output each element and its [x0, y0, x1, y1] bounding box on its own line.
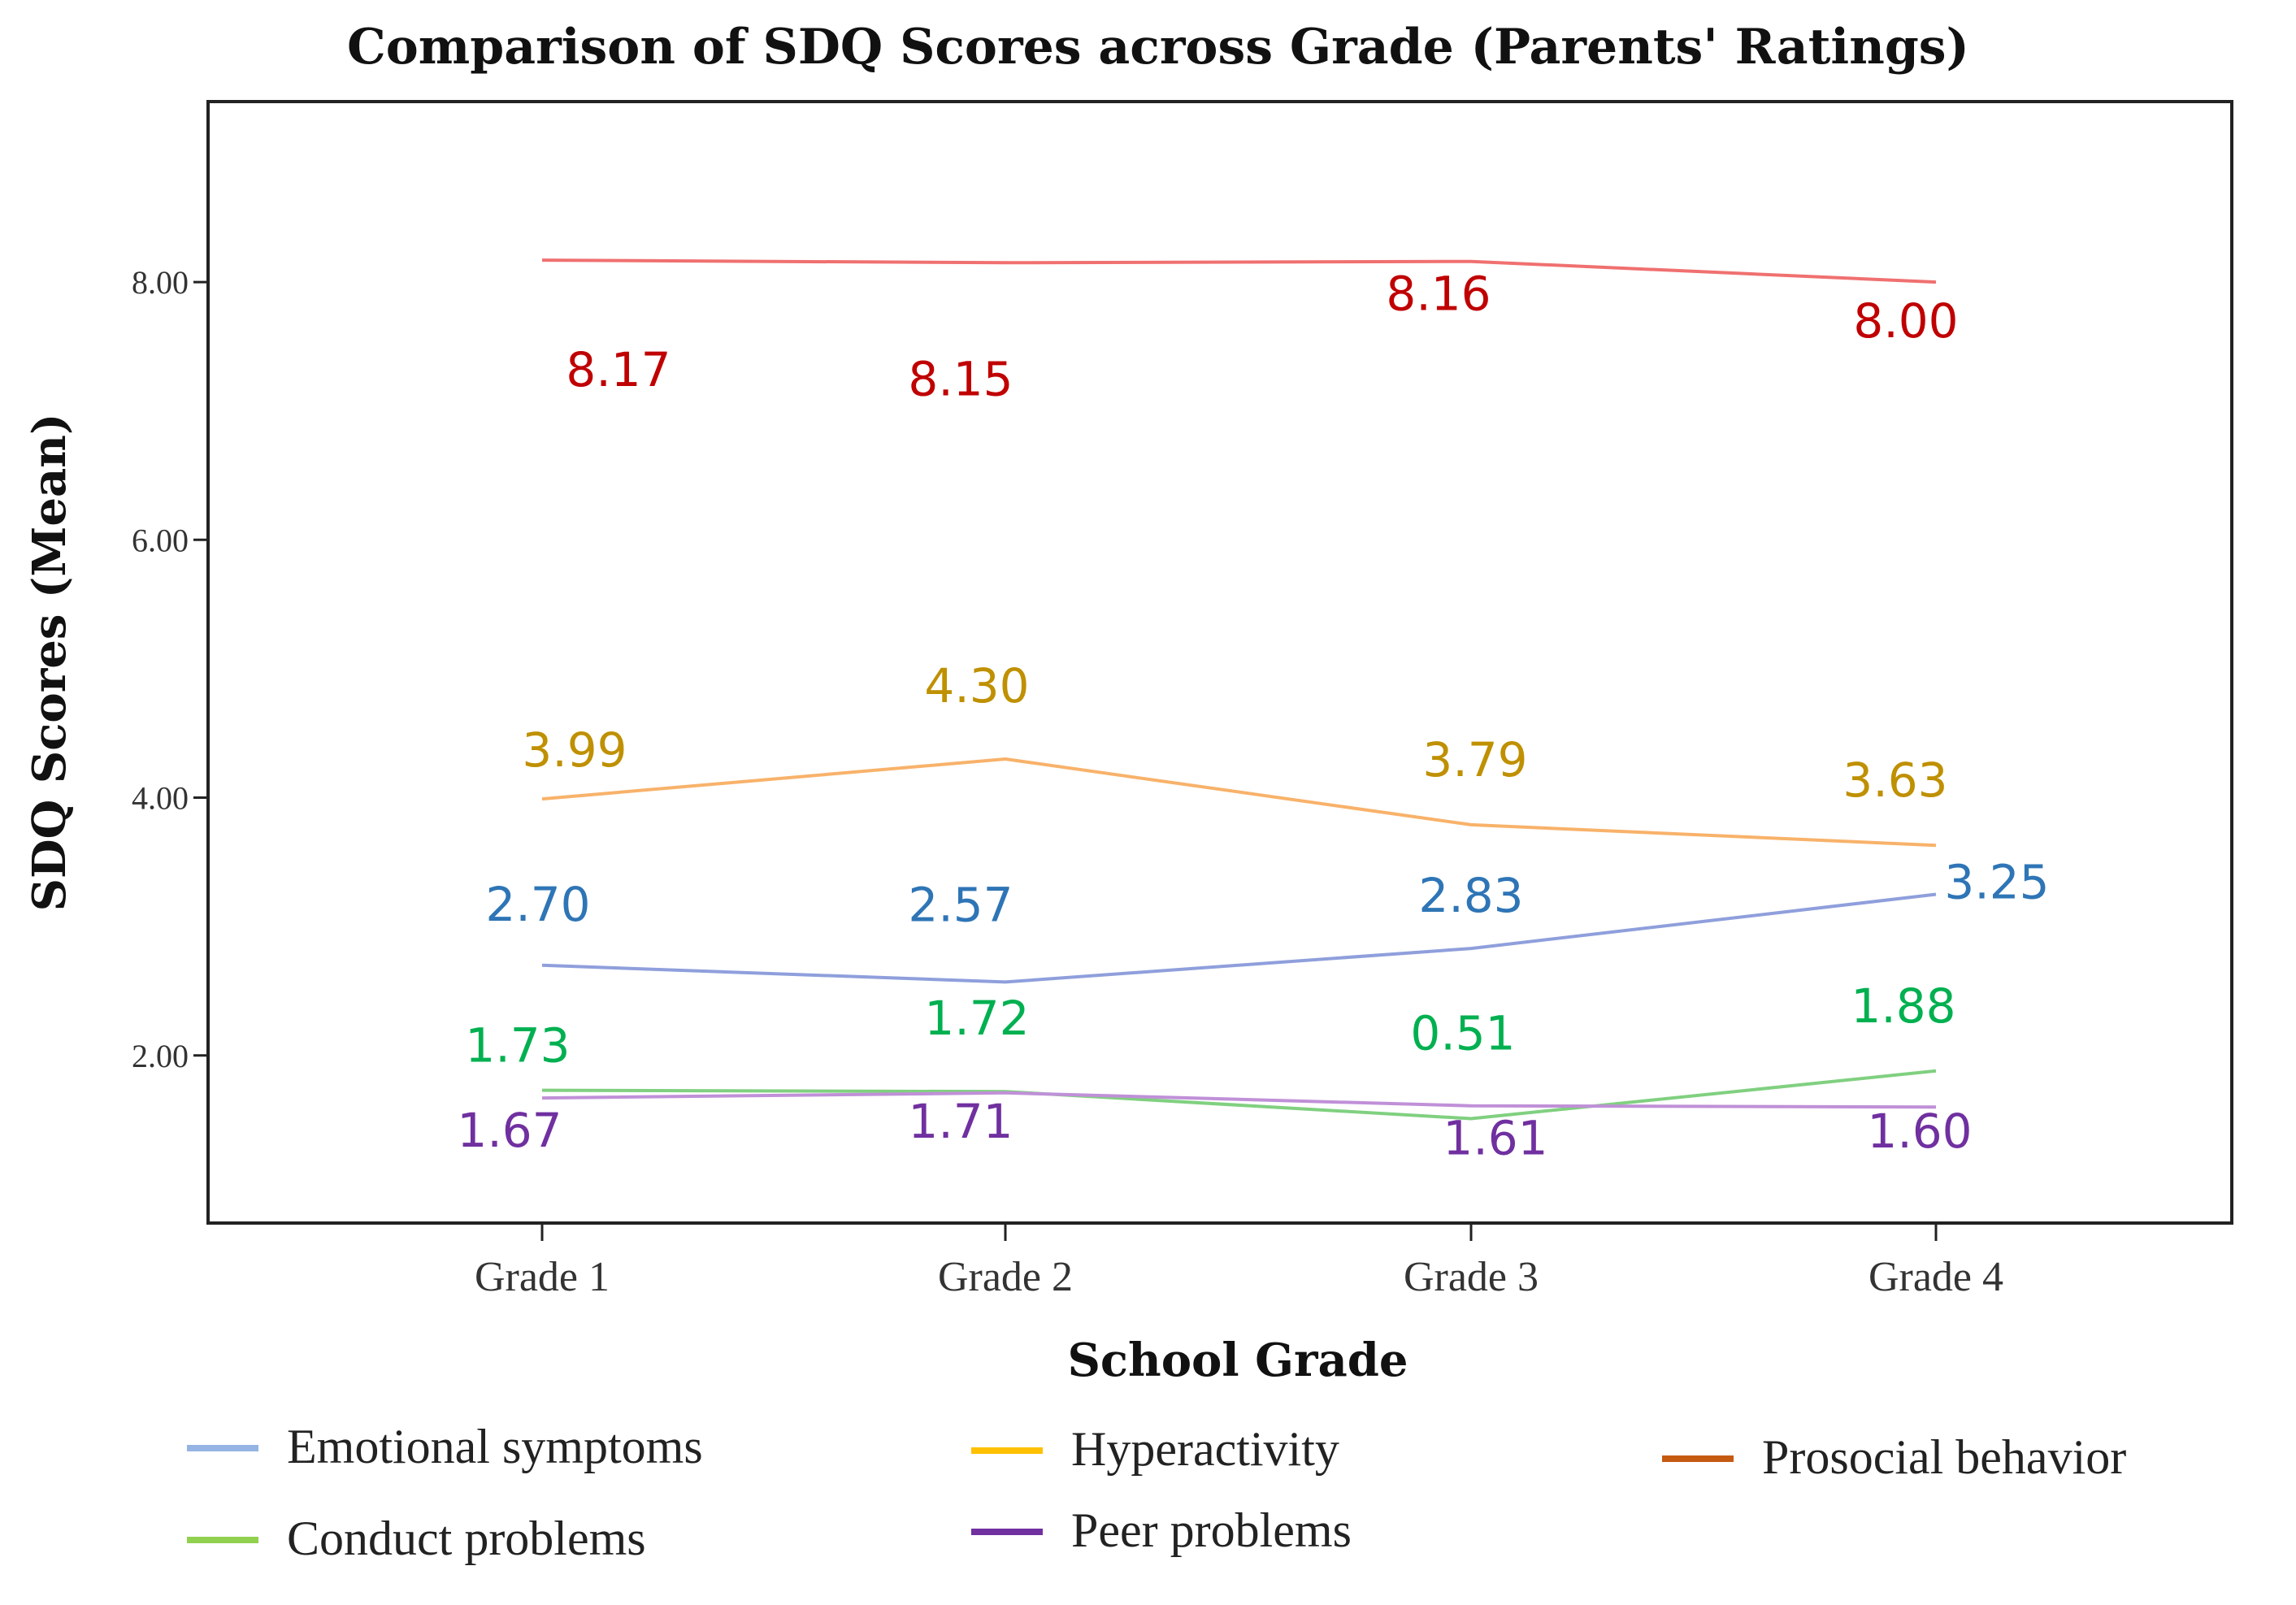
y-axis: 2.00 4.00 6.00 8.00 — [132, 264, 208, 1074]
data-label: 2.83 — [1418, 868, 1523, 923]
series-lines — [541, 258, 1937, 1121]
plot-frame — [206, 100, 2233, 1225]
legend-item: Prosocial behavior — [1662, 1430, 2126, 1484]
y-tick-label: 2.00 — [132, 1038, 189, 1074]
legend-item: Hyperactivity — [971, 1422, 1339, 1476]
data-label: 8.00 — [1853, 293, 1958, 349]
legend-label: Prosocial behavior — [1762, 1430, 2126, 1484]
data-labels: 2.70 2.57 2.83 3.25 3.99 4.30 3.79 3.63 8.17 8.15… — [457, 267, 2049, 1166]
data-label: 8.17 — [566, 342, 671, 397]
y-tick-label: 4.00 — [132, 780, 189, 817]
x-tick-label: Grade 1 — [475, 1254, 610, 1300]
data-label: 1.67 — [457, 1103, 562, 1158]
legend-item: Peer problems — [971, 1503, 1352, 1557]
legend-item: Conduct problems — [187, 1512, 646, 1565]
data-label: 1.72 — [924, 991, 1029, 1046]
series-line-hyperactivity — [541, 757, 1937, 848]
data-label: 2.57 — [908, 877, 1013, 932]
data-label: 1.71 — [908, 1094, 1013, 1149]
series-line-conduct-problems — [541, 1069, 1937, 1121]
legend-label: Hyperactivity — [1071, 1422, 1339, 1476]
y-tick-label: 6.00 — [132, 522, 189, 558]
x-axis: Grade 1 Grade 2 Grade 3 Grade 4 — [475, 1223, 2003, 1300]
chart-title: Comparison of SDQ Scores across Grade (P… — [347, 19, 1969, 76]
data-label: 2.70 — [485, 877, 590, 932]
legend-label: Emotional symptoms — [287, 1420, 703, 1473]
legend-item: Emotional symptoms — [187, 1420, 703, 1473]
legend-label: Conduct problems — [287, 1512, 646, 1565]
x-tick-label: Grade 2 — [938, 1254, 1073, 1300]
data-label: 0.51 — [1410, 1006, 1515, 1061]
y-axis-title: SDQ Scores (Mean) — [23, 414, 76, 912]
x-axis-title: School Grade — [1067, 1334, 1408, 1387]
x-tick-label: Grade 3 — [1404, 1254, 1539, 1300]
legend: Emotional symptoms Hyperactivity Prosocial… — [187, 1420, 2126, 1565]
series-line-emotional-symptoms — [541, 892, 1937, 984]
data-label: 1.61 — [1443, 1111, 1547, 1166]
data-label: 3.99 — [522, 722, 627, 778]
x-tick-label: Grade 4 — [1868, 1254, 2003, 1300]
y-tick-label: 8.00 — [132, 264, 189, 301]
data-label: 1.73 — [465, 1018, 570, 1074]
data-label: 4.30 — [924, 658, 1029, 714]
data-label: 1.60 — [1867, 1104, 1972, 1159]
legend-label: Peer problems — [1071, 1503, 1352, 1557]
series-line-prosocial-behavior — [541, 258, 1937, 284]
data-label: 8.16 — [1386, 267, 1491, 322]
data-label: 3.63 — [1842, 753, 1947, 808]
data-label: 3.79 — [1422, 732, 1527, 787]
data-label: 3.25 — [1944, 855, 2049, 910]
data-label: 8.15 — [908, 351, 1013, 406]
data-label: 1.88 — [1851, 978, 1955, 1034]
series-line-peer-problems — [541, 1091, 1937, 1109]
